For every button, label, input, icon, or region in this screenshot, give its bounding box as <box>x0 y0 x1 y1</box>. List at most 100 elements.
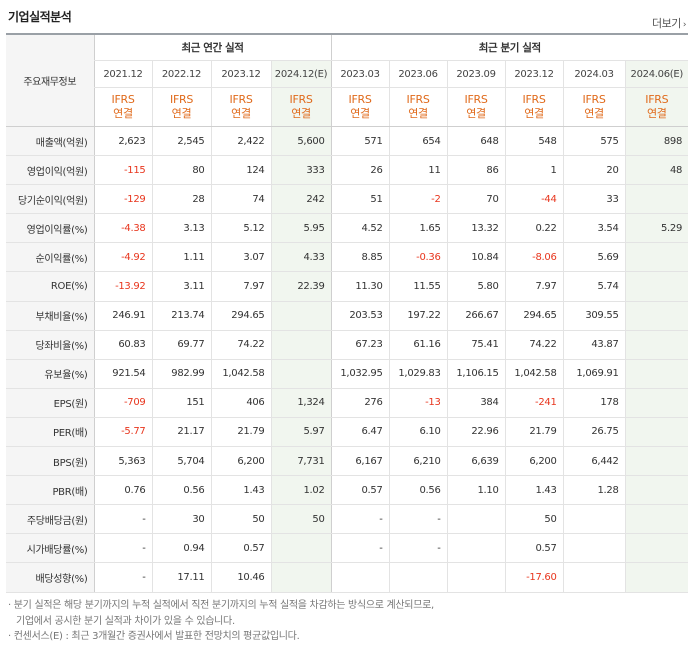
ifrs-label: IFRS 연결 <box>93 87 152 127</box>
table-cell: 1,042.58 <box>210 359 271 389</box>
ifrs-bottom: 연결 <box>408 107 428 120</box>
table-cell: 6,442 <box>562 446 626 477</box>
table-cell: -0.36 <box>388 242 448 273</box>
table-cell <box>624 300 689 331</box>
ifrs-top: IFRS <box>464 93 488 106</box>
ifrs-top: IFRS <box>348 93 372 106</box>
period-header: 2024.03 <box>562 60 626 88</box>
table-cell: 50 <box>504 504 564 535</box>
period-header: 2023.03 <box>330 60 390 88</box>
table-cell: 21.17 <box>151 417 211 448</box>
table-cell: 5,704 <box>151 446 211 477</box>
ifrs-top: IFRS <box>645 93 669 106</box>
table-cell: 74 <box>210 184 271 215</box>
table-cell <box>624 387 689 418</box>
table-cell: 1.28 <box>562 475 626 506</box>
table-cell: -4.38 <box>93 213 152 244</box>
footnote-3: · 컨센서스(E) : 최근 3개월간 증권사에서 발표한 전망치의 평균값입니… <box>8 631 300 642</box>
table-cell: 5.12 <box>210 213 271 244</box>
table-cell: 30 <box>151 504 211 535</box>
ifrs-bottom: 연결 <box>524 107 544 120</box>
table-cell: 51 <box>330 184 390 215</box>
table-cell: 43.87 <box>562 330 626 360</box>
section-title: 기업실적분석 <box>8 10 72 24</box>
table-row: PER(배) -5.77 21.17 21.79 5.97 6.47 6.10 22.96 21… <box>6 417 689 448</box>
table-cell: 1.10 <box>446 475 506 506</box>
table-cell: 13.32 <box>446 213 506 244</box>
row-label: 매출액(억원) <box>6 126 94 157</box>
table-cell <box>446 504 506 535</box>
table-cell: 1,029.83 <box>388 359 448 389</box>
table-cell: 69.77 <box>151 330 211 360</box>
row-label: BPS(원) <box>6 446 94 477</box>
table-cell: 1,324 <box>270 387 332 418</box>
table-cell <box>270 330 332 360</box>
row-label: 순이익률(%) <box>6 242 94 273</box>
table-cell: 5.29 <box>624 213 689 244</box>
table-cell: 654 <box>388 126 448 157</box>
row-label: 영업이익(억원) <box>6 155 94 186</box>
table-cell <box>562 533 626 564</box>
table-cell: 203.53 <box>330 300 390 331</box>
table-cell <box>624 242 689 273</box>
table-cell: - <box>330 504 390 535</box>
ifrs-bottom: 연결 <box>350 107 370 120</box>
table-cell: 3.07 <box>210 242 271 273</box>
table-cell: -5.77 <box>93 417 152 448</box>
table-cell: -129 <box>93 184 152 215</box>
ifrs-top: IFRS <box>522 93 546 106</box>
row-header-label: 주요재무정보 <box>6 33 94 127</box>
table-cell: 1,032.95 <box>330 359 390 389</box>
table-cell: 1.43 <box>210 475 271 506</box>
table-cell: 0.22 <box>504 213 564 244</box>
row-label: PER(배) <box>6 417 94 448</box>
table-cell: 20 <box>562 155 626 186</box>
period-header: 2023.09 <box>446 60 506 88</box>
table-cell: 213.74 <box>151 300 211 331</box>
ifrs-bottom: 연결 <box>646 107 667 120</box>
table-cell: 5.95 <box>270 213 332 244</box>
table-cell: 648 <box>446 126 506 157</box>
table-cell <box>270 300 332 331</box>
table-cell: 6,167 <box>330 446 390 477</box>
ifrs-label: IFRS 연결 <box>446 87 506 127</box>
ifrs-top: IFRS <box>229 93 253 106</box>
more-link[interactable]: 더보기 › <box>652 15 687 31</box>
table-row: 영업이익률(%) -4.38 3.13 5.12 5.95 4.52 1.65 13.32 0.… <box>6 213 689 244</box>
group-header-row: 주요재무정보 최근 연간 실적 최근 분기 실적 <box>6 33 689 127</box>
table-cell <box>624 417 689 448</box>
table-row: 배당성향(%) -17.11 10.46 -17.60 <box>6 562 689 593</box>
ifrs-top: IFRS <box>582 93 606 106</box>
ifrs-bottom: 연결 <box>291 107 311 120</box>
ifrs-label: IFRS 연결 <box>270 87 332 127</box>
period-header: 2024.12(E) <box>270 60 332 88</box>
table-cell: 7.97 <box>504 271 564 302</box>
table-cell: -17.60 <box>504 562 564 593</box>
chevron-right-icon: › <box>682 20 687 30</box>
table-cell: 1.65 <box>388 213 448 244</box>
table-cell: 0.56 <box>151 475 211 506</box>
row-label: 당좌비율(%) <box>6 330 94 360</box>
table-cell: 0.57 <box>210 533 271 564</box>
table-cell: -8.06 <box>504 242 564 273</box>
table-cell: 21.79 <box>210 417 271 448</box>
table-row: 주당배당금(원) -30 50 50- -50 <box>6 504 689 535</box>
quarterly-group-header: 최근 분기 실적 <box>330 33 689 61</box>
table-cell: - <box>388 504 448 535</box>
row-label: 부채비율(%) <box>6 300 94 331</box>
period-header: 2023.12 <box>210 60 271 88</box>
table-cell: 5.74 <box>562 271 626 302</box>
table-cell: 6.47 <box>330 417 390 448</box>
table-cell: -2 <box>388 184 448 215</box>
table-cell: 276 <box>330 387 390 418</box>
table-cell: 5.80 <box>446 271 506 302</box>
table-cell: 333 <box>270 155 332 186</box>
row-label: 배당성향(%) <box>6 562 94 593</box>
table-cell: 6.10 <box>388 417 448 448</box>
table-cell: 7.97 <box>210 271 271 302</box>
table-cell: - <box>93 562 152 593</box>
table-cell <box>624 446 689 477</box>
row-label: PBR(배) <box>6 475 94 506</box>
table-cell: 60.83 <box>93 330 152 360</box>
table-cell: - <box>388 533 448 564</box>
